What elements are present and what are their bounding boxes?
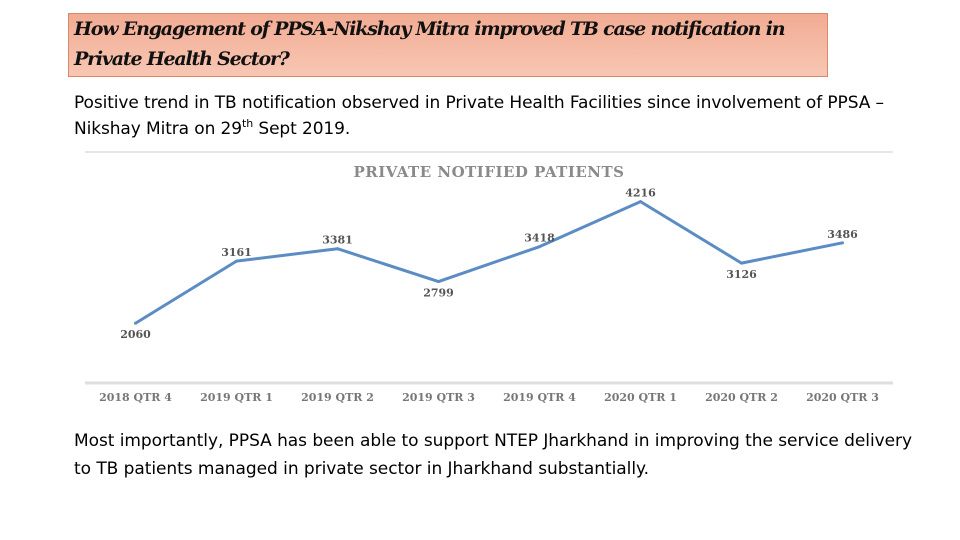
x-tick-label: 2018 QTR 4 [99, 391, 172, 404]
data-label: 3486 [827, 228, 858, 241]
data-point [437, 280, 440, 284]
chart-title: PRIVATE NOTIFIED PATIENTS [354, 163, 625, 181]
data-label: 3418 [524, 232, 555, 245]
data-label: 2060 [120, 328, 151, 341]
data-label: 4216 [625, 187, 656, 200]
series-line [134, 200, 843, 325]
title-banner [68, 13, 828, 77]
x-tick-label: 2020 QTR 1 [604, 391, 677, 404]
x-tick-label: 2019 QTR 4 [503, 391, 576, 404]
series-group [134, 200, 844, 325]
data-point [235, 259, 238, 263]
data-labels-group: 2060 3161 3381 2799 3418 4216 3126 3486 [120, 187, 858, 342]
chart-canvas: PRIVATE NOTIFIED PATIENTS 2060 3161 3381 27… [85, 151, 893, 404]
data-point [538, 245, 541, 249]
x-tick-label: 2020 QTR 2 [705, 391, 778, 404]
data-point [336, 247, 339, 251]
intro-text-end: Sept 2019. [253, 119, 351, 139]
x-tick-label: 2019 QTR 2 [301, 391, 374, 404]
x-tick-label: 2019 QTR 1 [200, 391, 273, 404]
data-point [134, 321, 137, 325]
intro-text: Positive trend in TB notification observ… [74, 93, 884, 139]
data-point [841, 241, 844, 245]
data-point [639, 200, 642, 204]
intro-paragraph: Positive trend in TB notification observ… [74, 90, 934, 142]
data-label: 3381 [322, 234, 353, 247]
data-point [740, 261, 743, 265]
intro-superscript: th [241, 117, 254, 130]
line-chart: PRIVATE NOTIFIED PATIENTS 2060 3161 3381 27… [80, 150, 898, 408]
x-tick-label: 2020 QTR 3 [806, 391, 879, 404]
conclusion-paragraph: Most importantly, PPSA has been able to … [74, 431, 913, 479]
x-tick-labels-group: 2018 QTR 4 2019 QTR 1 2019 QTR 2 2019 QTR 3… [99, 391, 879, 404]
data-label: 2799 [423, 287, 454, 300]
data-label: 3161 [221, 246, 252, 259]
x-tick-label: 2019 QTR 3 [402, 391, 475, 404]
data-label: 3126 [726, 268, 757, 281]
page-title: How Engagement of PPSA-Nikshay Mitra imp… [74, 18, 786, 70]
